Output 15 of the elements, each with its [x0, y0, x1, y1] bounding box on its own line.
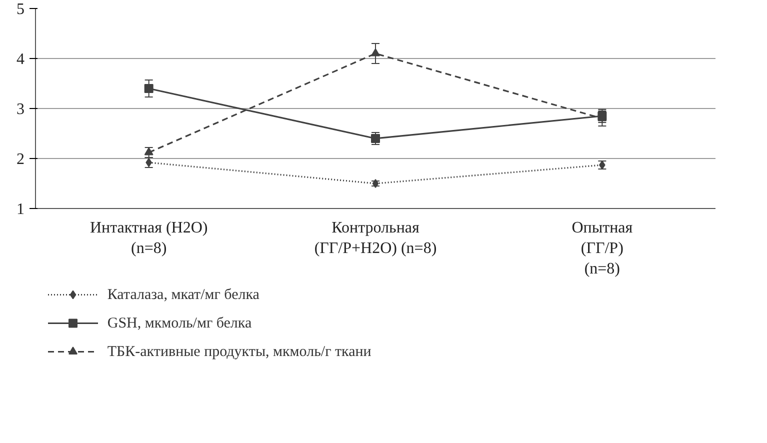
y-tick-label: 5 [16, 1, 24, 18]
x-tick-label: Контрольная (ГГ/Р+H2O) (n=8) [314, 220, 437, 257]
y-tick-label: 1 [16, 201, 24, 218]
y-tick-label: 2 [16, 151, 24, 168]
point [144, 147, 154, 156]
x-tick-label: Интактная (H2O) (n=8) [90, 220, 208, 257]
point [371, 48, 380, 56]
point [144, 84, 154, 93]
x-tick-label: Опытная (ГГ/Р) (n=8) [572, 220, 634, 278]
point [371, 134, 380, 143]
y-tick-label: 3 [16, 101, 24, 118]
legend-label: ТБК-активные продукты, мкмоль/г ткани [107, 344, 372, 360]
y-tick-label: 4 [16, 51, 24, 68]
legend-label: GSH, мкмоль/мг белка [107, 315, 252, 332]
legend-label: Каталаза, мкат/мг белка [107, 286, 260, 303]
